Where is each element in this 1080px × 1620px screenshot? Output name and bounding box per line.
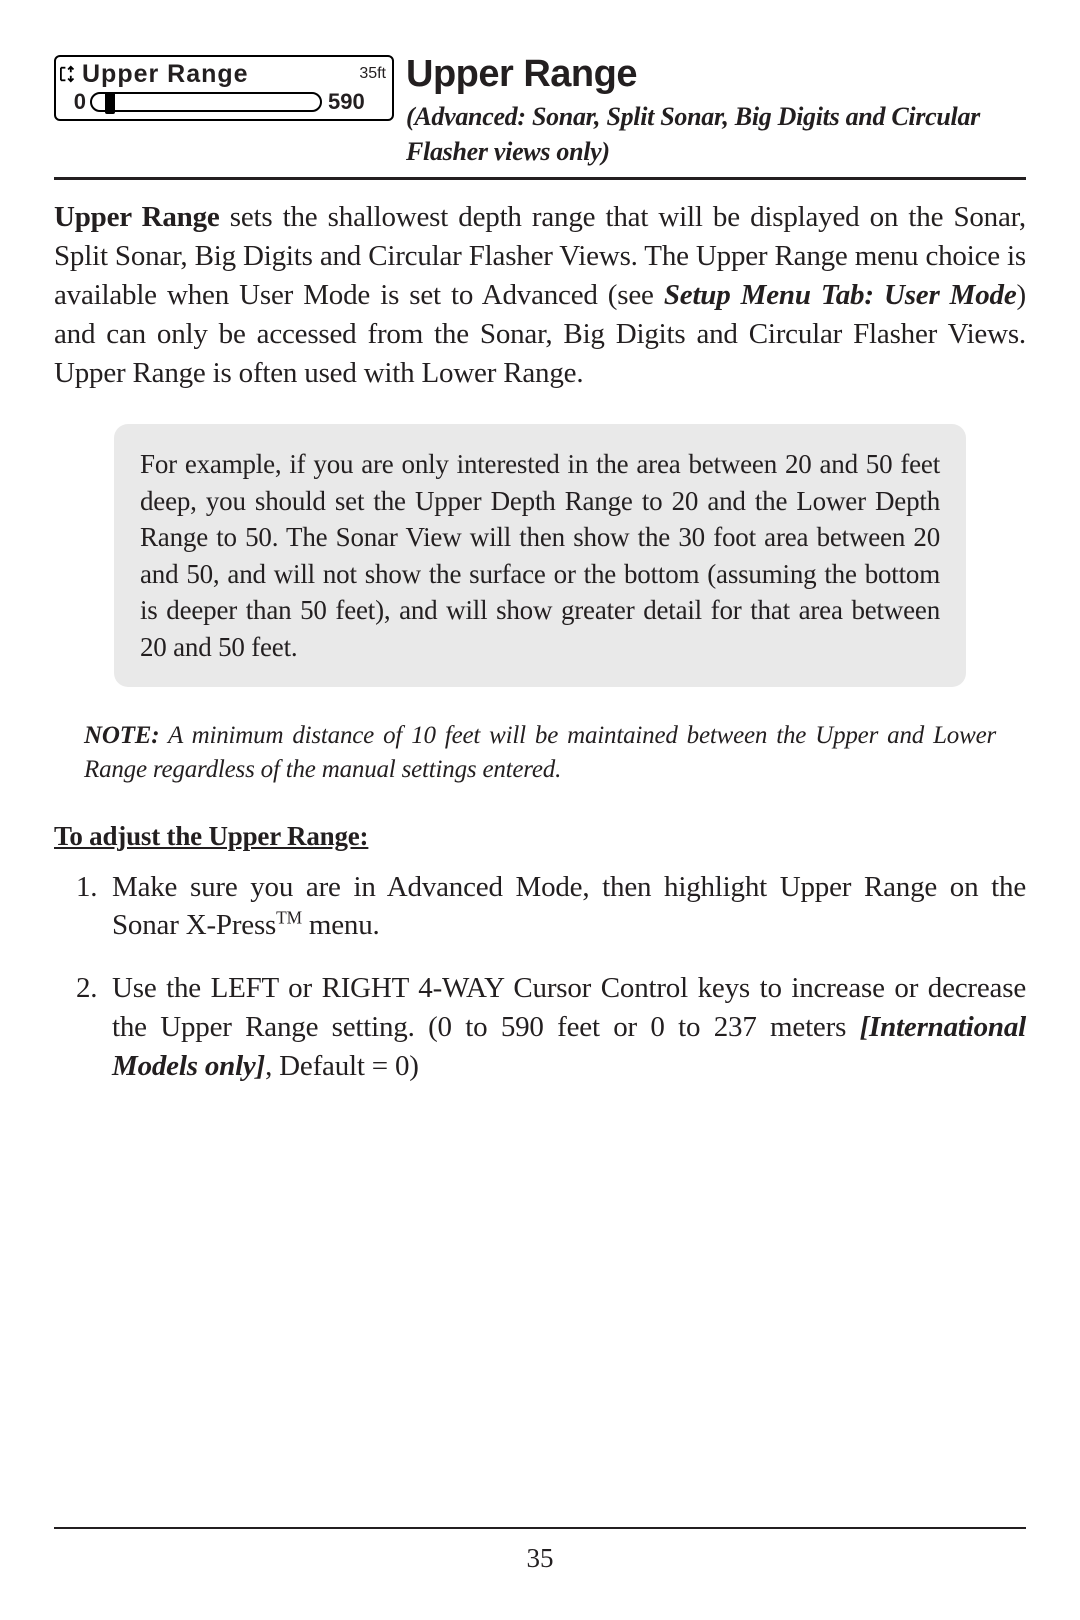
title-block: Upper Range (Advanced: Sonar, Split Sona…	[406, 55, 1026, 169]
step-number: 1.	[76, 868, 97, 907]
body-lead: Upper Range	[54, 201, 220, 233]
upper-range-menu-widget: Upper Range 35ft 0 590	[54, 55, 394, 121]
step-1-text-a: Make sure you are in Advanced Mode, then…	[112, 871, 1026, 942]
slider-thumb[interactable]	[105, 92, 115, 114]
instruction-list: 1. Make sure you are in Advanced Mode, t…	[54, 868, 1026, 1086]
instruction-title: To adjust the Upper Range:	[54, 821, 1026, 852]
slider-track[interactable]	[90, 92, 322, 112]
header-row: Upper Range 35ft 0 590 Upper Range (Adva…	[54, 55, 1026, 169]
section-subtitle: (Advanced: Sonar, Split Sonar, Big Digit…	[406, 99, 1026, 169]
footer-rule	[54, 1527, 1026, 1529]
step-number: 2.	[76, 969, 97, 1008]
menu-widget-label: Upper Range	[82, 60, 249, 89]
instruction-step-1: 1. Make sure you are in Advanced Mode, t…	[112, 868, 1026, 946]
menu-widget-top-row: Upper Range 35ft	[56, 57, 392, 89]
slider-min-label: 0	[62, 89, 86, 115]
manual-page: Upper Range 35ft 0 590 Upper Range (Adva…	[0, 0, 1080, 1620]
body-ref: Setup Menu Tab: User Mode	[664, 279, 1017, 311]
exit-arrows-icon	[60, 62, 78, 86]
note-label: NOTE:	[84, 722, 159, 749]
note-paragraph: NOTE: A minimum distance of 10 feet will…	[84, 719, 996, 787]
step-1-text-b: menu.	[302, 909, 380, 941]
slider-max-label: 590	[328, 89, 365, 115]
page-number: 35	[54, 1543, 1026, 1574]
title-rule	[54, 177, 1026, 180]
example-box: For example, if you are only interested …	[114, 424, 966, 687]
example-text: For example, if you are only interested …	[140, 449, 940, 661]
body-paragraph: Upper Range sets the shallowest depth ra…	[54, 198, 1026, 392]
page-footer: 35	[54, 1527, 1026, 1574]
step-2-text-c: , Default = 0)	[265, 1050, 419, 1082]
trademark-icon: TM	[276, 908, 302, 928]
section-title: Upper Range	[406, 55, 1026, 93]
note-text: A minimum distance of 10 feet will be ma…	[84, 722, 996, 783]
menu-widget-label-group: Upper Range	[60, 60, 249, 89]
menu-widget-current-value: 35ft	[359, 65, 386, 83]
instruction-step-2: 2. Use the LEFT or RIGHT 4-WAY Cursor Co…	[112, 969, 1026, 1086]
menu-widget-slider-row: 0 590	[56, 89, 392, 119]
